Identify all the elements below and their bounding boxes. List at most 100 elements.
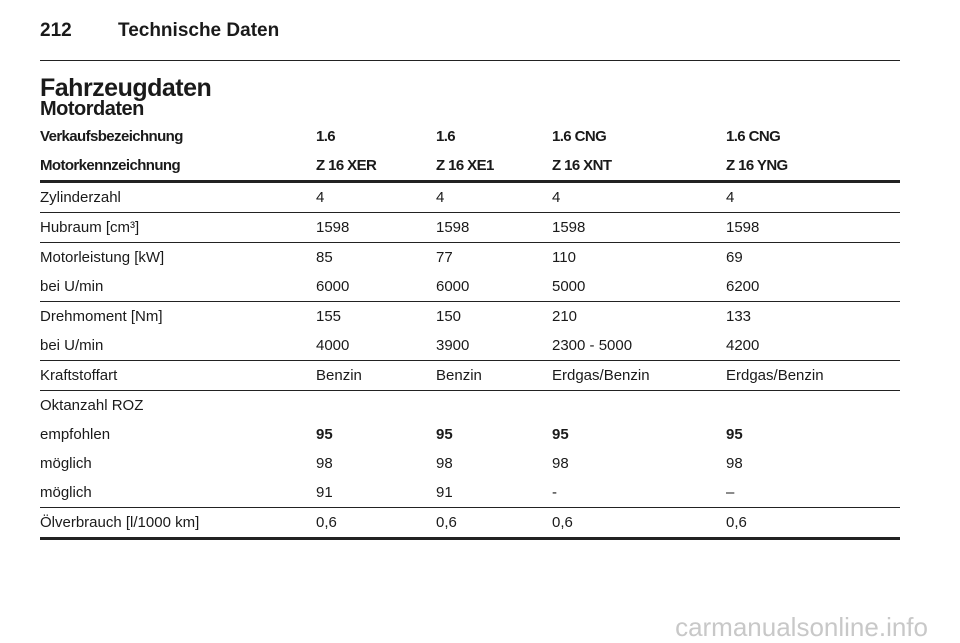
cell: 95 [726, 426, 743, 443]
row-group: Oktanzahl ROZ empfohlen 95 95 95 95 möglich 98 9… [40, 391, 900, 508]
table-row: möglich 98 98 98 98 [40, 449, 900, 478]
cell: 77 [436, 249, 453, 266]
page-number: 212 [40, 20, 72, 41]
cell: Erdgas/Benzin [552, 360, 726, 391]
cell: 0,6 [726, 507, 900, 540]
table-row: empfohlen 95 95 95 95 [40, 420, 900, 449]
section-title: Fahrzeugdaten [40, 74, 212, 102]
row-label: Oktanzahl ROZ [40, 397, 144, 414]
header-rule [40, 60, 900, 61]
cell: 210 [552, 308, 578, 325]
cell: 91 [316, 478, 436, 508]
header-cell: Verkaufsbezeichnung [40, 128, 183, 145]
empty-cell [552, 391, 726, 421]
row-group: Drehmoment [Nm] 155 150 210 133 bei U/min 4000… [40, 302, 900, 361]
cell: 4 [552, 181, 726, 213]
header-cell: 1.6 [316, 128, 336, 145]
cell: 133 [726, 308, 752, 325]
subtitle: Motordaten [40, 98, 144, 120]
cell: 95 [316, 426, 333, 443]
cell: 6200 [726, 272, 900, 302]
table-row: Motorleistung [kW] 85 77 110 69 [40, 243, 900, 273]
row-group: Ölverbrauch [l/1000 km] 0,6 0,6 0,6 0,6 [40, 507, 900, 540]
row-label: möglich [40, 455, 92, 472]
cell: 1598 [726, 212, 900, 243]
cell: – [726, 478, 900, 508]
row-group: Kraftstoffart Benzin Benzin Erdgas/Benzin Er… [40, 360, 900, 391]
table-row: Zylinderzahl 4 4 4 4 [40, 181, 900, 213]
table-row: Hubraum [cm³] 1598 1598 1598 1598 [40, 212, 900, 243]
cell: 91 [436, 478, 552, 508]
engine-data-table: Verkaufsbezeichnung 1.6 1.6 1.6 CNG 1.6 CNG M… [40, 122, 900, 540]
cell: 150 [436, 308, 462, 325]
header-cell: 1.6 [436, 128, 456, 145]
header-cell: Z 16 XER [316, 151, 436, 183]
header-title: Technische Daten [118, 20, 280, 41]
empty-cell [436, 391, 552, 421]
header-cell: Z 16 XNT [552, 151, 726, 183]
table-row: möglich 91 91- – [40, 478, 900, 508]
table-row: Oktanzahl ROZ [40, 391, 900, 421]
row-label: empfohlen [40, 426, 111, 443]
row-label: Motorleistung [kW] [40, 249, 165, 266]
cell: 85 [316, 249, 333, 266]
cell: 98 [726, 455, 743, 472]
cell: 0,6 [552, 507, 726, 540]
table-row: Kraftstoffart Benzin Benzin Erdgas/Benzin Er… [40, 360, 900, 391]
cell: 155 [316, 308, 342, 325]
cell: - [552, 478, 726, 508]
cell: Benzin [436, 360, 552, 391]
empty-cell [316, 391, 436, 421]
row-group: Zylinderzahl 4 4 4 4 [40, 181, 900, 213]
cell: 1598 [316, 212, 436, 243]
row-label: Kraftstoffart [40, 360, 316, 391]
row-label: bei U/min [40, 331, 316, 361]
table-row: bei U/min 6000 6000 5000 6200 [40, 272, 900, 302]
cell: 2300 - 5000 [552, 331, 726, 361]
table-header: Verkaufsbezeichnung 1.6 1.6 1.6 CNG 1.6 CNG M… [40, 122, 900, 183]
empty-cell [726, 391, 900, 421]
table-row: bei U/min 4000 3900 2300 - 5000 4200 [40, 331, 900, 361]
table-row: Drehmoment [Nm] 155 150 210 133 [40, 302, 900, 332]
cell: 98 [552, 455, 569, 472]
cell: 4 [316, 181, 436, 213]
cell: 95 [436, 426, 453, 443]
header-row: Verkaufsbezeichnung 1.6 1.6 1.6 CNG 1.6 CNG [40, 122, 900, 151]
header-cell: Z 16 XE1 [436, 151, 552, 183]
cell: 110 [552, 249, 576, 266]
cell: 69 [726, 249, 743, 266]
row-label: Ölverbrauch [l/1000 km] [40, 507, 316, 540]
cell: 4 [436, 181, 552, 213]
row-group: Motorleistung [kW] 85 77 110 69 bei U/min 6000… [40, 243, 900, 302]
cell: 0,6 [436, 507, 552, 540]
cell: Benzin [316, 360, 436, 391]
table-row: Ölverbrauch [l/1000 km] 0,6 0,6 0,6 0,6 [40, 507, 900, 540]
cell: 1598 [552, 212, 726, 243]
cell: Erdgas/Benzin [726, 360, 900, 391]
header-row: Motorkennzeichnung Z 16 XER Z 16 XE1 Z 16 X… [40, 151, 900, 183]
header-cell: 1.6 CNG [726, 128, 781, 145]
cell: 4000 [316, 331, 436, 361]
cell: 3900 [436, 331, 552, 361]
cell: 1598 [436, 212, 552, 243]
cell: 98 [436, 455, 453, 472]
row-label: möglich [40, 478, 316, 508]
row-group: Hubraum [cm³] 1598 1598 1598 1598 [40, 212, 900, 243]
row-label: Hubraum [cm³] [40, 212, 316, 243]
cell: 98 [316, 455, 333, 472]
watermark: carmanualsonline.info [675, 612, 928, 642]
row-label: Zylinderzahl [40, 181, 316, 213]
cell: 4 [726, 181, 900, 213]
header-cell: 1.6 CNG [552, 128, 607, 145]
cell: 6000 [316, 272, 436, 302]
cell: 0,6 [316, 507, 436, 540]
header-cell: Motorkennzeichnung [40, 151, 316, 183]
cell: 5000 [552, 272, 726, 302]
cell: 6000 [436, 272, 552, 302]
cell: 4200 [726, 331, 900, 361]
cell: 95 [552, 426, 569, 443]
header-cell: Z 16 YNG [726, 151, 900, 183]
row-label: Drehmoment [Nm] [40, 308, 163, 325]
row-label: bei U/min [40, 272, 316, 302]
